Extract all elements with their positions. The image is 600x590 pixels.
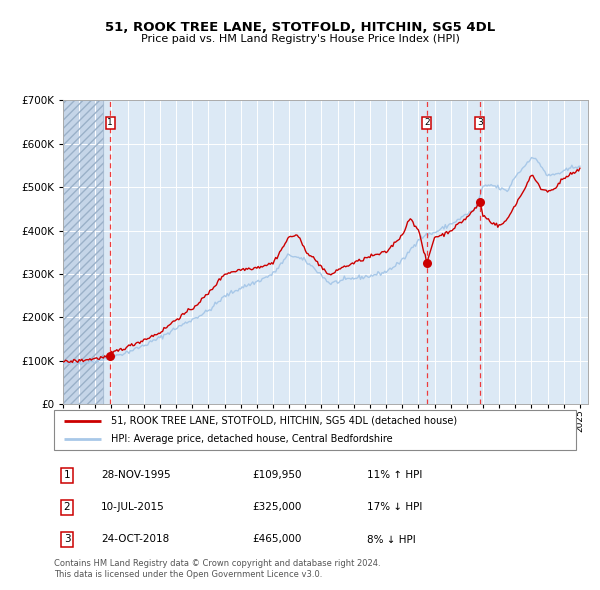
Text: £109,950: £109,950 <box>253 470 302 480</box>
Text: 10-JUL-2015: 10-JUL-2015 <box>101 503 165 512</box>
FancyBboxPatch shape <box>54 410 576 450</box>
Text: Contains HM Land Registry data © Crown copyright and database right 2024.: Contains HM Land Registry data © Crown c… <box>54 559 380 568</box>
Text: 51, ROOK TREE LANE, STOTFOLD, HITCHIN, SG5 4DL (detached house): 51, ROOK TREE LANE, STOTFOLD, HITCHIN, S… <box>112 416 458 426</box>
Text: £325,000: £325,000 <box>253 503 302 512</box>
Text: 2: 2 <box>64 503 70 512</box>
Text: 11% ↑ HPI: 11% ↑ HPI <box>367 470 422 480</box>
Text: 1: 1 <box>107 119 113 127</box>
Text: 3: 3 <box>477 119 483 127</box>
Text: HPI: Average price, detached house, Central Bedfordshire: HPI: Average price, detached house, Cent… <box>112 434 393 444</box>
Text: 2: 2 <box>424 119 430 127</box>
Text: 17% ↓ HPI: 17% ↓ HPI <box>367 503 422 512</box>
Text: 1: 1 <box>64 470 70 480</box>
Text: 24-OCT-2018: 24-OCT-2018 <box>101 535 169 545</box>
Text: 28-NOV-1995: 28-NOV-1995 <box>101 470 170 480</box>
Text: 3: 3 <box>64 535 70 545</box>
Text: This data is licensed under the Open Government Licence v3.0.: This data is licensed under the Open Gov… <box>54 570 322 579</box>
Text: 51, ROOK TREE LANE, STOTFOLD, HITCHIN, SG5 4DL: 51, ROOK TREE LANE, STOTFOLD, HITCHIN, S… <box>105 21 495 34</box>
Text: £465,000: £465,000 <box>253 535 302 545</box>
Text: 8% ↓ HPI: 8% ↓ HPI <box>367 535 416 545</box>
Text: Price paid vs. HM Land Registry's House Price Index (HPI): Price paid vs. HM Land Registry's House … <box>140 34 460 44</box>
